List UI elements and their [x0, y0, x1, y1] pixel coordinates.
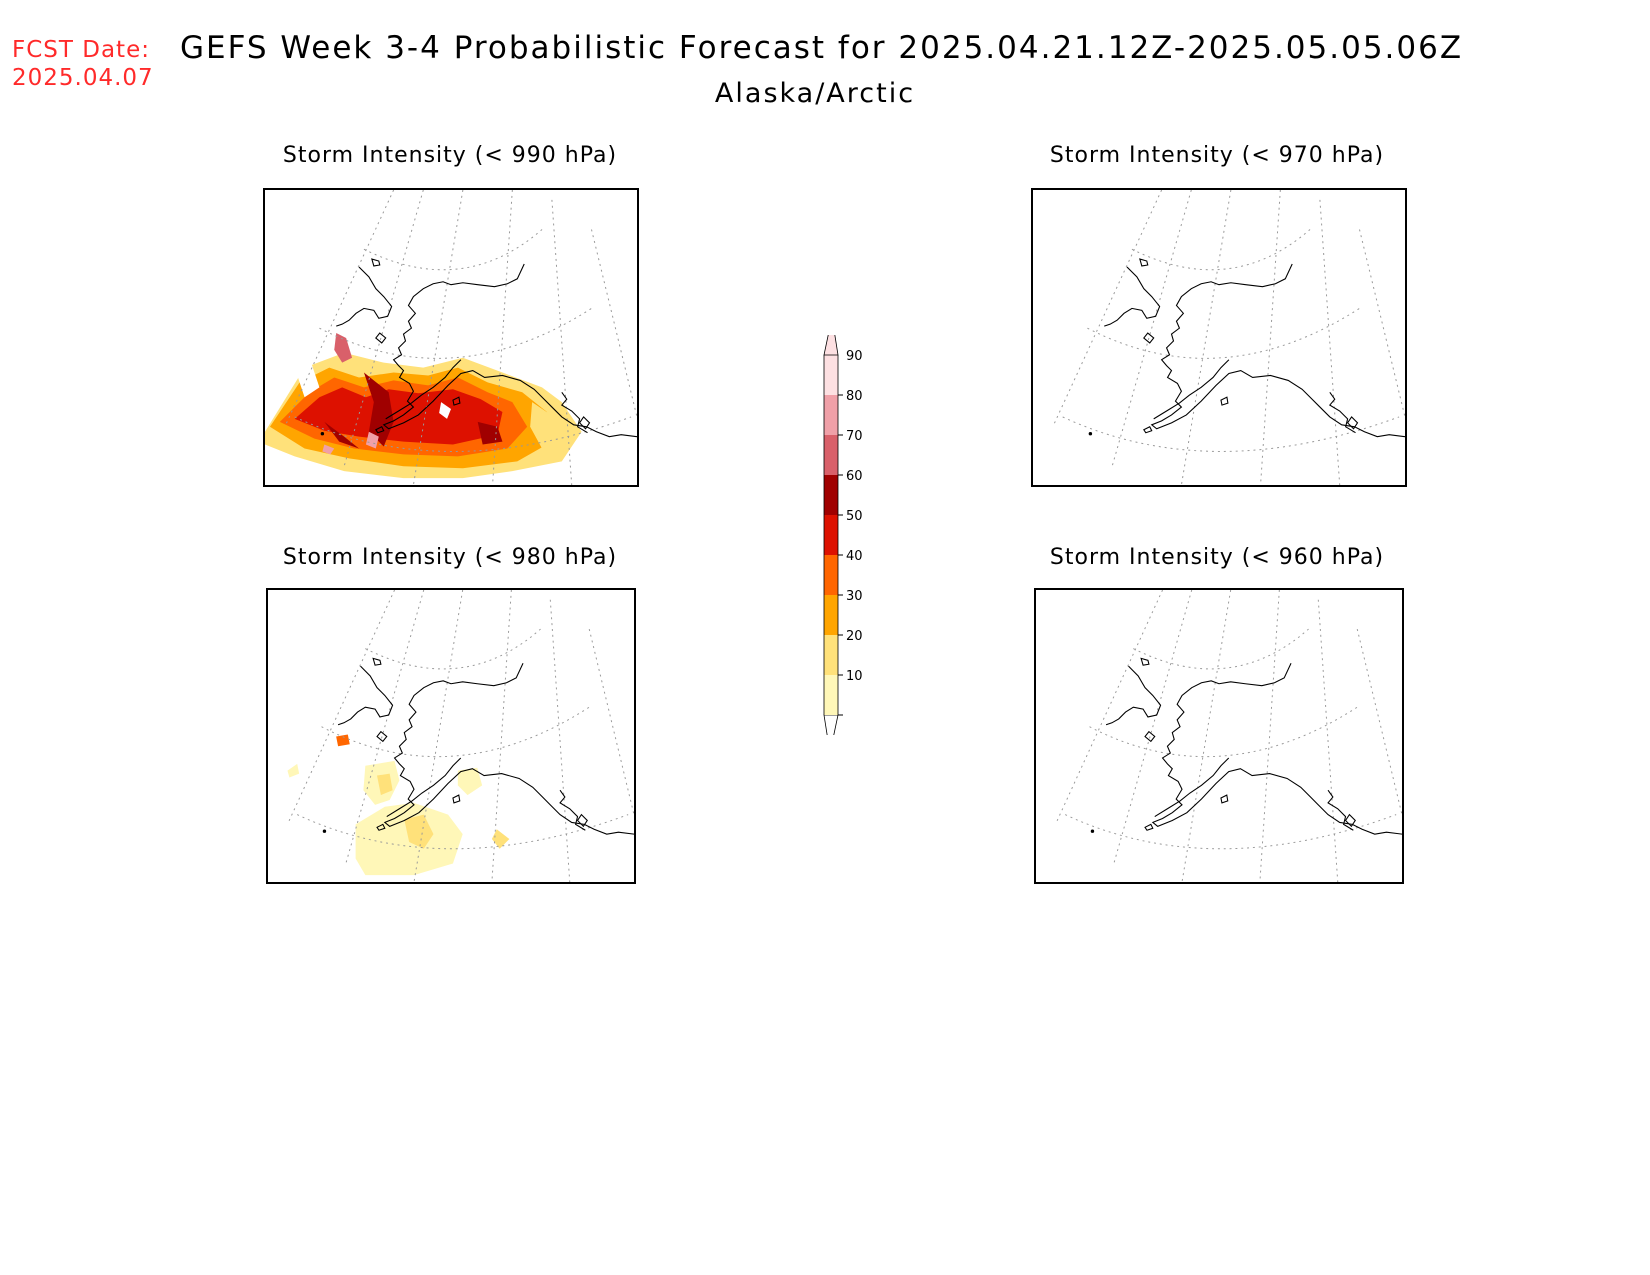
colorbar-legend: 10 20 30 40 50 60 70 80 90	[823, 335, 863, 735]
map-grid	[1055, 590, 1402, 882]
shade-region-5	[491, 829, 510, 849]
colorbar-label-40: 40	[846, 549, 863, 564]
fcst-date-label: FCST Date: 2025.04.07	[12, 36, 154, 92]
panel-title-990: Storm Intensity (< 990 hPa)	[282, 143, 618, 168]
map-panel-990	[263, 188, 639, 487]
colorbar-cap-low	[823, 714, 839, 735]
colorbar-label-70: 70	[846, 429, 863, 444]
colorbar-box-70	[824, 435, 838, 475]
shade-region-7	[287, 763, 300, 778]
colorbar-box-80	[824, 395, 838, 435]
shade-region-6	[336, 734, 350, 747]
shade-region-4	[404, 814, 434, 849]
coastline	[320, 258, 637, 438]
probability-shading	[265, 333, 582, 479]
shade-region-5	[324, 421, 359, 449]
panel-title-960: Storm Intensity (< 960 hPa)	[1049, 545, 1385, 570]
map-grid	[1052, 190, 1405, 485]
shade-region-10	[530, 402, 560, 449]
shade-region-4	[363, 372, 394, 447]
map-panel-960	[1034, 588, 1404, 884]
colorbar-box-90	[824, 355, 838, 395]
fcst-date-value: 2025.04.07	[12, 65, 154, 91]
map-panel-980	[266, 588, 636, 884]
colorbar-box-50	[824, 515, 838, 555]
colorbar-label-60: 60	[846, 469, 863, 484]
shade-region-1	[377, 773, 393, 796]
map-grid	[287, 590, 634, 882]
coastline	[322, 657, 634, 835]
colorbar-label-20: 20	[846, 629, 863, 644]
colorbar-label-90: 90	[846, 349, 863, 364]
shade-region-12	[439, 402, 451, 419]
colorbar-box-20	[824, 635, 838, 675]
colorbar-label-30: 30	[846, 589, 863, 604]
panel-title-980: Storm Intensity (< 980 hPa)	[282, 545, 618, 570]
colorbar-box-60	[824, 475, 838, 515]
shade-region-2	[457, 767, 483, 796]
fcst-date-heading: FCST Date:	[12, 37, 150, 63]
colorbar-cap-high	[823, 335, 839, 356]
shade-region-7	[334, 333, 353, 363]
colorbar-label-10: 10	[846, 669, 863, 684]
shade-region-3	[294, 387, 503, 445]
map-panel-970	[1031, 188, 1407, 487]
colorbar-box-10	[824, 675, 838, 715]
shade-region-8	[365, 431, 379, 449]
colorbar-label-50: 50	[846, 509, 863, 524]
colorbar-box-30	[824, 595, 838, 635]
shade-region-11	[294, 357, 320, 398]
probability-shading	[287, 734, 510, 876]
colorbar-box-40	[824, 555, 838, 595]
region-subtitle: Alaska/Arctic	[714, 78, 916, 109]
panel-title-970: Storm Intensity (< 970 hPa)	[1049, 143, 1385, 168]
coastline	[1088, 258, 1405, 438]
page-title: GEFS Week 3-4 Probabilistic Forecast for…	[180, 30, 1464, 66]
coastline	[1090, 657, 1402, 835]
colorbar-label-80: 80	[846, 389, 863, 404]
map-grid	[284, 190, 637, 485]
shade-region-9	[322, 444, 335, 455]
